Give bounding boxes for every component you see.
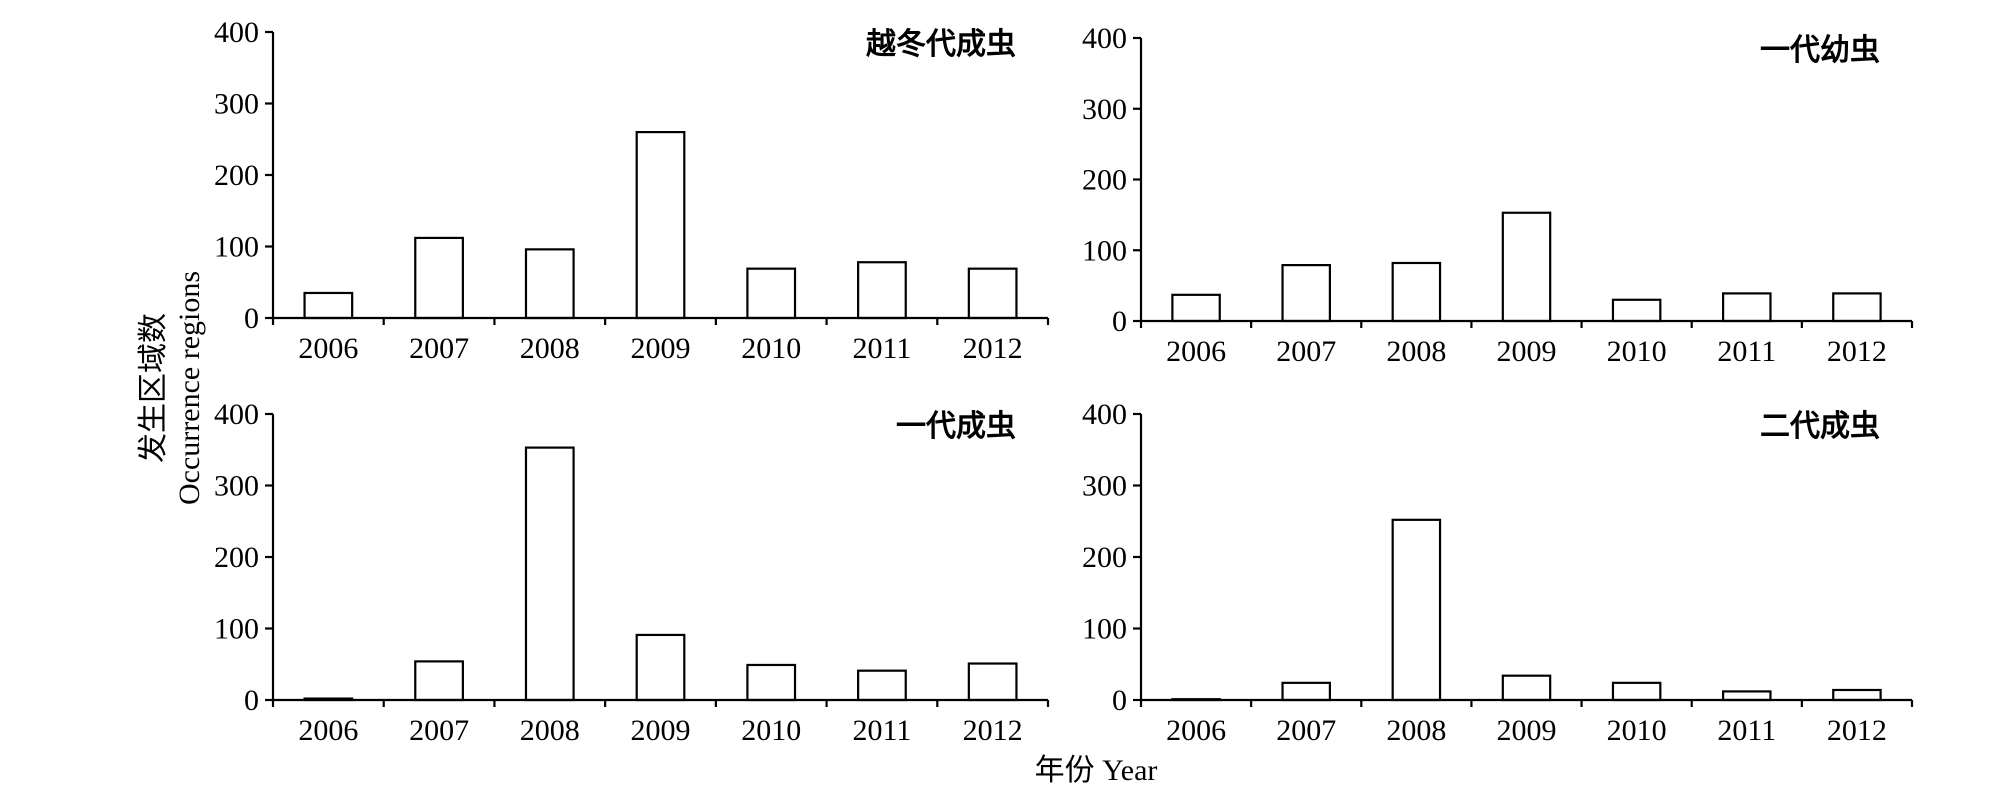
x-tick-label-2007: 2007 xyxy=(1276,714,1336,747)
x-tick-label-2008: 2008 xyxy=(1386,714,1446,747)
bar-2011 xyxy=(1722,292,1772,323)
y-tick-label: 200 xyxy=(1082,164,1127,197)
bar-2007 xyxy=(414,660,464,702)
y-tick-label: 100 xyxy=(214,231,259,264)
x-tick-label-2010: 2010 xyxy=(741,332,801,365)
y-tick-label: 200 xyxy=(1082,541,1127,574)
panel-3: 0 100 200 300 400 2006 2007 2008 2009 2010 2011 201… xyxy=(214,398,1050,747)
y-tick-label: 100 xyxy=(1082,613,1127,646)
bar-2011 xyxy=(1722,690,1772,702)
x-tick-label-2009: 2009 xyxy=(1497,714,1557,747)
x-tick-label-2012: 2012 xyxy=(1827,335,1887,368)
x-tick-label-2008: 2008 xyxy=(520,332,580,365)
panel-title: 一代成虫 xyxy=(896,409,1016,444)
x-tick-label-2006: 2006 xyxy=(298,332,358,365)
y-tick-label: 300 xyxy=(1082,93,1127,126)
bar-2012 xyxy=(1832,292,1882,323)
x-tick-label-2009: 2009 xyxy=(631,332,691,365)
bar-2007 xyxy=(414,236,464,320)
x-tick-label-2007: 2007 xyxy=(409,332,469,365)
y-tick-label: 0 xyxy=(244,302,259,335)
x-tick-label-2008: 2008 xyxy=(520,714,580,747)
x-tick-label-2007: 2007 xyxy=(1276,335,1336,368)
bar-2010 xyxy=(746,267,797,320)
y-tick-label: 0 xyxy=(244,684,259,717)
y-tick-label: 400 xyxy=(1082,22,1127,55)
y-tick-label: 200 xyxy=(214,159,259,192)
x-tick-label-2006: 2006 xyxy=(298,714,358,747)
x-tick-label-2010: 2010 xyxy=(1607,714,1667,747)
x-tick-label-2010: 2010 xyxy=(1607,335,1667,368)
x-tick-label-2012: 2012 xyxy=(963,332,1023,365)
y-tick-label: 100 xyxy=(1082,234,1127,267)
panels-group: 0 100 200 300 400 2006 2007 2008 2009 2010 2011 201… xyxy=(214,16,1914,747)
x-axis-label: 年份 Year xyxy=(1035,754,1158,787)
bar-2012 xyxy=(967,267,1018,320)
x-tick-label-2011: 2011 xyxy=(1717,714,1776,747)
x-tick-label-2011: 2011 xyxy=(852,332,911,365)
y-tick-label: 300 xyxy=(1082,470,1127,503)
bar-2009 xyxy=(1501,211,1552,323)
bar-2008 xyxy=(524,248,575,320)
x-tick-label-2006: 2006 xyxy=(1166,714,1226,747)
bar-2006 xyxy=(303,291,354,320)
bar-2012 xyxy=(967,662,1018,702)
bar-2008 xyxy=(1391,518,1442,702)
x-tick-label-2009: 2009 xyxy=(631,714,691,747)
bar-2011 xyxy=(857,261,907,320)
x-tick-label-2007: 2007 xyxy=(409,714,469,747)
y-tick-label: 200 xyxy=(214,541,259,574)
y-tick-label: 0 xyxy=(1112,305,1127,338)
y-tick-label: 400 xyxy=(1082,398,1127,431)
bar-2012 xyxy=(1832,688,1882,702)
bar-2010 xyxy=(1611,298,1662,323)
y-tick-label: 400 xyxy=(214,16,259,49)
bar-2007 xyxy=(1281,681,1331,702)
y-tick-label: 100 xyxy=(214,613,259,646)
y-axis-label-chinese: 发生区域数 xyxy=(137,313,170,463)
panel-2: 0 100 200 300 400 2006 2007 2008 2009 2010 2011 201… xyxy=(1082,22,1914,368)
x-tick-label-2009: 2009 xyxy=(1497,335,1557,368)
panel-title: 一代幼虫 xyxy=(1760,33,1880,68)
bar-2009 xyxy=(635,633,686,702)
y-tick-label: 300 xyxy=(214,88,259,121)
x-tick-label-2012: 2012 xyxy=(1827,714,1887,747)
x-tick-label-2011: 2011 xyxy=(852,714,911,747)
y-tick-label: 0 xyxy=(1112,684,1127,717)
panel-1: 0 100 200 300 400 2006 2007 2008 2009 2010 2011 201… xyxy=(214,16,1050,365)
y-tick-label: 300 xyxy=(214,470,259,503)
bar-2010 xyxy=(746,663,797,702)
panel-title: 二代成虫 xyxy=(1760,409,1880,444)
bar-2011 xyxy=(857,669,907,702)
panel-4: 0 100 200 300 400 2006 2007 2008 2009 2010 2011 201… xyxy=(1082,398,1914,747)
panel-title: 越冬代成虫 xyxy=(866,27,1016,62)
x-tick-label-2012: 2012 xyxy=(963,714,1023,747)
y-axis-label-english: Occurrence regions xyxy=(173,271,206,505)
x-tick-label-2006: 2006 xyxy=(1166,335,1226,368)
x-tick-label-2010: 2010 xyxy=(741,714,801,747)
bar-2009 xyxy=(635,131,686,320)
bar-2008 xyxy=(524,446,575,702)
bar-2007 xyxy=(1281,264,1331,323)
x-tick-label-2008: 2008 xyxy=(1386,335,1446,368)
x-tick-label-2011: 2011 xyxy=(1717,335,1776,368)
y-tick-label: 400 xyxy=(214,398,259,431)
bar-2008 xyxy=(1391,261,1442,323)
bar-2006 xyxy=(1171,293,1221,323)
bar-2010 xyxy=(1611,681,1662,702)
bar-2009 xyxy=(1501,674,1552,702)
